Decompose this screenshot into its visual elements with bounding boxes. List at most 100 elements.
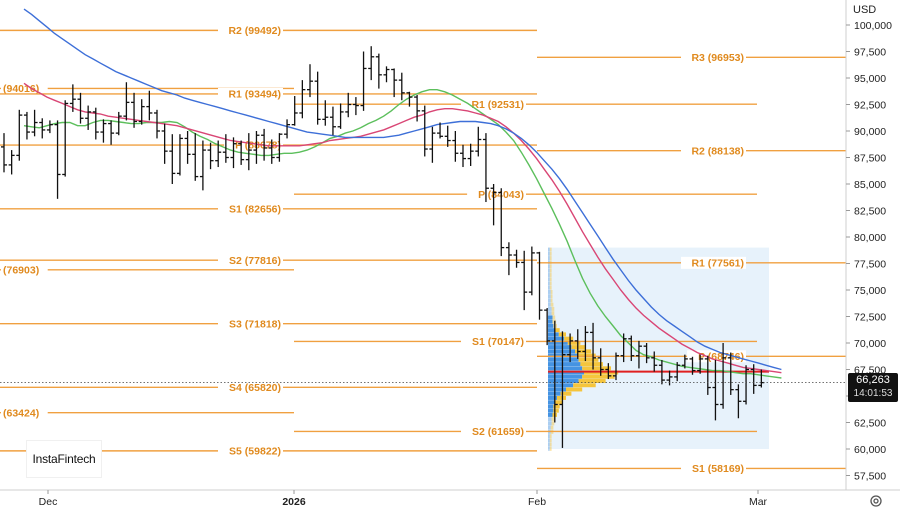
candle [192,133,198,181]
last-price-value: 66,263 [848,374,898,387]
pivot-label: S1 (70147) [472,336,524,348]
y-tick-label: 70,000 [854,338,886,350]
candle [185,131,191,164]
profile-bin-up [548,349,575,353]
candle [169,134,175,184]
candle [131,93,137,128]
candle [1,133,7,172]
candle [39,118,45,138]
candle [108,120,114,144]
x-tick-label: Mar [749,496,768,508]
x-tick-label: 2026 [282,496,306,508]
pivot-label: S3 (71818) [229,318,281,330]
candle [55,120,61,198]
candle [399,73,405,101]
candle [93,108,99,140]
candle [330,107,336,136]
pivot-label: S1 (82656) [229,204,281,216]
candle [361,52,367,111]
profile-bin-down [550,273,552,277]
y-tick-label: 57,500 [854,471,886,483]
settings-gear-icon[interactable] [869,494,883,508]
candle [445,126,451,147]
candle [154,110,160,139]
profile-bin-down [552,307,555,311]
profile-bin-up [548,383,573,387]
profile-bin-up [548,400,555,404]
profile-bin-up [548,273,550,277]
candle [376,54,382,89]
profile-bin-down [555,400,562,404]
y-tick-label: 62,500 [854,418,886,430]
pivot-label: S2 (61659) [472,426,524,438]
profile-bin-up [548,277,550,281]
candle [292,96,298,126]
candle [16,110,22,161]
profile-bin-down [551,290,553,294]
candle [100,119,106,142]
candle [529,247,535,296]
profile-bin-up [548,252,550,256]
candle [307,64,313,97]
profile-bin-up [548,409,553,413]
profile-bin-down [566,388,582,392]
candle-countdown: 14:01:53 [848,387,898,400]
profile-bin-down [550,256,552,260]
candle [452,131,458,162]
profile-bin-up [548,248,550,252]
y-tick-label: 82,500 [854,206,886,218]
candle [338,103,344,128]
profile-bin-up [548,307,552,311]
candle [162,124,168,164]
profile-bin-up [548,286,550,290]
pivot-label: R2 (99492) [228,25,281,37]
y-tick-label: 77,500 [854,259,886,271]
candle [116,112,122,135]
currency-selector[interactable]: USD [853,4,876,16]
pivot-label: R2 (88138) [691,145,744,157]
y-tick-label: 85,000 [854,179,886,191]
candle [391,68,397,97]
candle [475,127,481,157]
profile-bin-down [551,298,553,302]
profile-bin-down [550,248,552,252]
profile-bin-up [548,337,564,341]
profile-bin-down [553,315,556,319]
y-tick-label: 80,000 [854,232,886,244]
profile-bin-down [550,434,552,438]
x-tick-label: Dec [39,496,58,508]
profile-bin-down [550,443,552,447]
pivot-label: R1 (77561) [691,258,744,270]
profile-bin-up [548,311,552,315]
y-tick-label: 60,000 [854,444,886,456]
profile-bin-up [548,265,550,269]
candle [146,91,152,121]
candle [514,250,520,268]
volume-profile [548,248,769,451]
profile-bin-down [550,277,552,281]
candle [62,100,68,176]
profile-bin-up [548,421,552,425]
profile-bin-up [548,413,553,417]
pivot-label: S2 (77816) [229,255,281,267]
profile-bin-up [548,315,553,319]
candle [85,106,91,130]
candle [78,93,84,124]
y-tick-label: 95,000 [854,73,886,85]
profile-bin-down [573,383,596,387]
candle [315,72,321,125]
candle [284,119,290,138]
profile-bin-down [555,328,560,332]
profile-bin-up [548,434,550,438]
profile-bin-up [548,417,552,421]
y-tick-label: 87,500 [854,153,886,165]
y-tick-label: 72,500 [854,312,886,324]
candle [468,144,474,166]
profile-bin-up [548,328,555,332]
candle [208,143,214,170]
last-price-badge: 66,263 14:01:53 [848,373,898,402]
profile-bin-up [548,426,551,430]
time-axis[interactable]: Dec 2026 Feb Mar [39,490,768,508]
profile-bin-up [548,396,557,400]
